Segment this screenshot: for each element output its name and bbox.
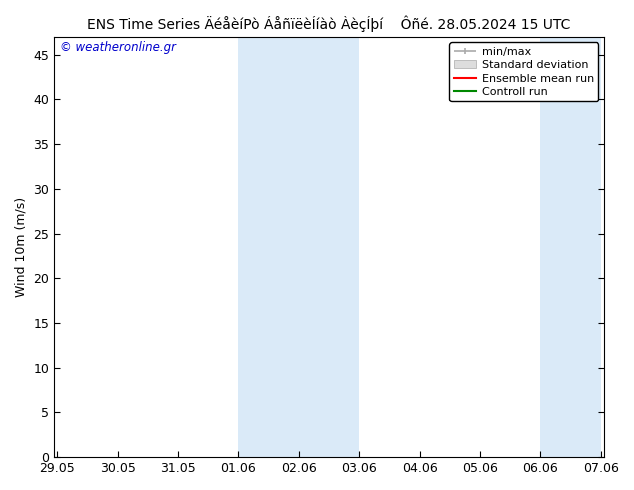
- Y-axis label: Wind 10m (m/s): Wind 10m (m/s): [15, 197, 28, 297]
- Text: © weatheronline.gr: © weatheronline.gr: [60, 41, 176, 54]
- Bar: [238, 37, 359, 457]
- Legend: min/max, Standard deviation, Ensemble mean run, Controll run: min/max, Standard deviation, Ensemble me…: [450, 43, 598, 101]
- Title: ENS Time Series ÄéåèíPò ÁåñïëèÍíàò ÀèçÍþí    Ôñé. 28.05.2024 15 UTC: ENS Time Series ÄéåèíPò ÁåñïëèÍíàò ÀèçÍþ…: [87, 15, 571, 31]
- Bar: [540, 37, 601, 457]
